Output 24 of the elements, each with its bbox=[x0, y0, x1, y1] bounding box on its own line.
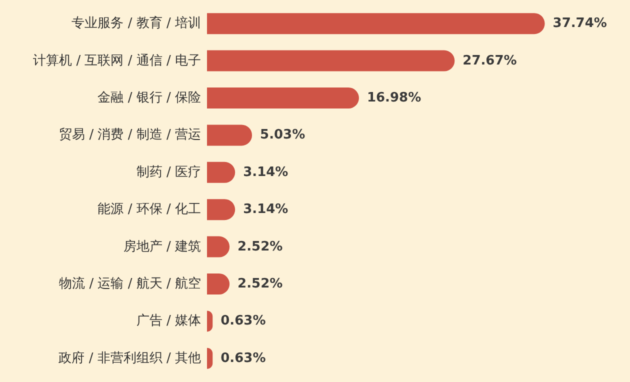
data-label: 5.03% bbox=[260, 128, 306, 143]
y-tick-label: 金融 / 银行 / 保险 bbox=[98, 90, 201, 106]
y-tick-label: 物流 / 运输 / 航天 / 航空 bbox=[59, 276, 201, 292]
data-label: 2.52% bbox=[238, 276, 283, 292]
y-tick-label: 房地产 / 建筑 bbox=[123, 238, 201, 254]
bar bbox=[207, 88, 359, 108]
data-label: 27.67% bbox=[462, 53, 517, 68]
bar bbox=[207, 50, 455, 72]
data-label: 37.74% bbox=[552, 16, 607, 32]
data-label: 0.63% bbox=[220, 314, 266, 329]
y-tick-label: 制药 / 医疗 bbox=[136, 164, 201, 180]
data-label: 3.14% bbox=[243, 164, 288, 180]
y-tick-label: 专业服务 / 教育 / 培训 bbox=[72, 15, 201, 32]
data-label: 3.14% bbox=[243, 202, 288, 218]
data-label: 16.98% bbox=[366, 90, 422, 106]
y-tick-label: 计算机 / 互联网 / 通信 / 电子 bbox=[33, 53, 201, 68]
y-tick-label: 政府 / 非营利组织 / 其他 bbox=[58, 350, 201, 366]
bar bbox=[207, 13, 545, 34]
y-tick-label: 广告 / 媒体 bbox=[136, 314, 201, 329]
y-tick-label: 能源 / 环保 / 化工 bbox=[98, 202, 201, 218]
data-label: 2.52% bbox=[238, 239, 283, 254]
bar bbox=[207, 124, 252, 146]
data-label: 0.63% bbox=[220, 350, 266, 366]
y-tick-label: 贸易 / 消费 / 制造 / 营运 bbox=[59, 128, 201, 143]
